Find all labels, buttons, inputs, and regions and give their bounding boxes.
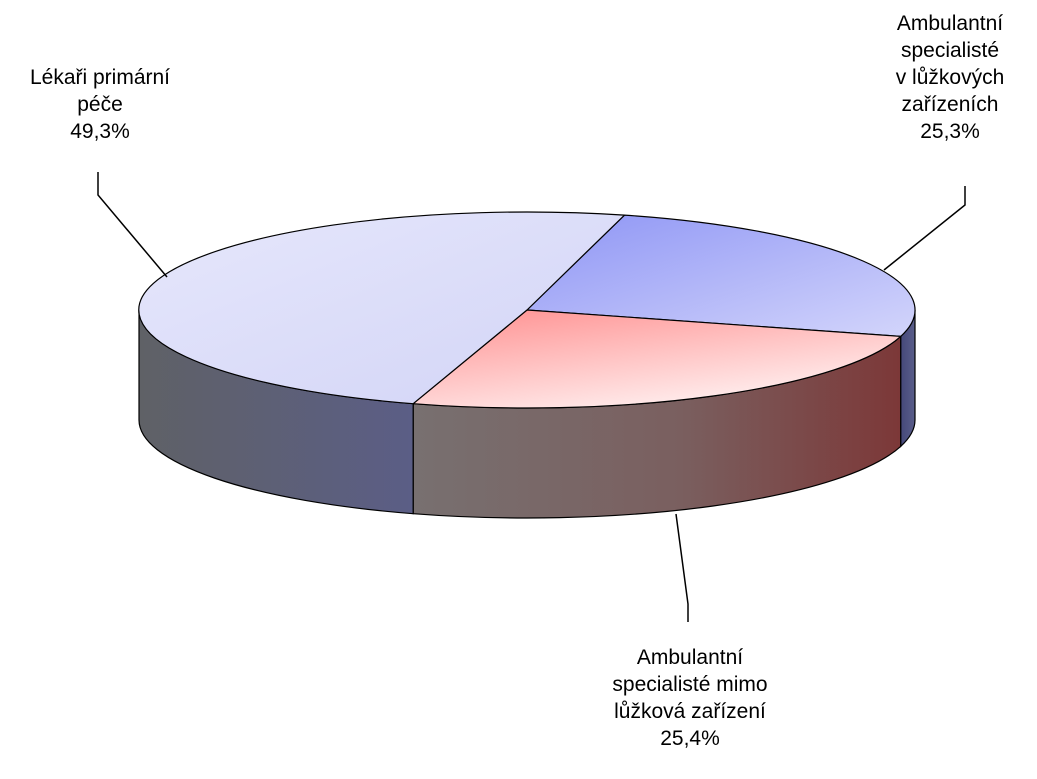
slice-label-line: péče xyxy=(77,93,123,116)
leader-line-0 xyxy=(97,172,168,278)
slice-label-line: Ambulantní xyxy=(636,646,744,669)
leader-lines xyxy=(97,172,966,622)
slice-value-label: 49,3% xyxy=(70,120,130,143)
pie-slice-0 xyxy=(138,211,626,405)
pie-top-faces xyxy=(138,211,916,409)
pie-slice-1 xyxy=(526,214,916,337)
slice-label-line: specialisté mimo xyxy=(612,673,768,696)
slice-label-line: v lůžkových xyxy=(895,66,1005,89)
pie-side-walls xyxy=(138,309,916,519)
leader-line-2 xyxy=(675,513,689,622)
slice-label-specialists-outpatient: Ambulantní specialisté mimo lůžková zaří… xyxy=(570,644,810,752)
pie-slice-2 xyxy=(412,309,902,409)
slice-label-primary-care: Lékaři primární péče 49,3% xyxy=(0,64,200,145)
slice-label-line: specialisté xyxy=(900,39,1000,62)
slice-label-line: lůžková zařízení xyxy=(614,700,766,723)
slice-value-label: 25,3% xyxy=(920,120,980,143)
slice-label-line: Ambulantní xyxy=(896,12,1004,35)
slice-label-line: Lékaři primární xyxy=(29,66,171,89)
slice-label-line: zařízeních xyxy=(901,93,999,116)
slice-label-specialists-inpatient: Ambulantní specialisté v lůžkových zaříz… xyxy=(870,10,1030,145)
leader-line-1 xyxy=(883,186,966,271)
slice-value-label: 25,4% xyxy=(660,727,720,750)
